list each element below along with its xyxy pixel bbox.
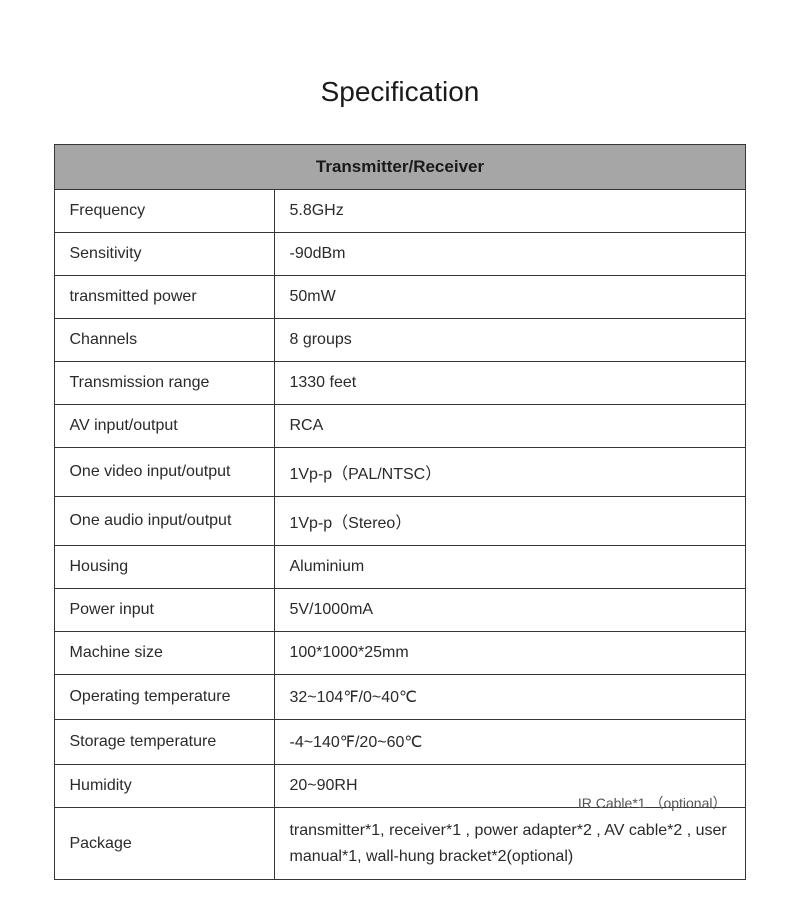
spec-value: 50mW — [275, 276, 745, 319]
table-row: Humidity20~90RHIR Cable*1 （optional） — [55, 765, 745, 808]
spec-value: 1Vp-p（PAL/NTSC） — [275, 448, 745, 497]
spec-value: 1330 feet — [275, 362, 745, 405]
spec-table: Transmitter/Receiver Frequency5.8GHzSens… — [54, 144, 745, 880]
spec-value: 100*1000*25mm — [275, 632, 745, 675]
table-row: Sensitivity-90dBm — [55, 233, 745, 276]
spec-value: RCA — [275, 405, 745, 448]
spec-label: transmitted power — [55, 276, 275, 319]
table-row: One video input/output1Vp-p（PAL/NTSC） — [55, 448, 745, 497]
spec-label: Power input — [55, 589, 275, 632]
spec-value: 8 groups — [275, 319, 745, 362]
spec-label: Humidity — [55, 765, 275, 808]
table-row: Storage temperature-4~140℉/20~60℃ — [55, 720, 745, 765]
spec-table-body: Frequency5.8GHzSensitivity-90dBmtransmit… — [55, 190, 745, 880]
spec-value: Aluminium — [275, 546, 745, 589]
spec-value: 5.8GHz — [275, 190, 745, 233]
spec-label: AV input/output — [55, 405, 275, 448]
spec-label: Operating temperature — [55, 675, 275, 720]
spec-label: Channels — [55, 319, 275, 362]
table-row: Transmission range1330 feet — [55, 362, 745, 405]
spec-label: Transmission range — [55, 362, 275, 405]
spec-label: Sensitivity — [55, 233, 275, 276]
spec-label: Storage temperature — [55, 720, 275, 765]
table-row: Machine size100*1000*25mm — [55, 632, 745, 675]
spec-value: 1Vp-p（Stereo） — [275, 497, 745, 546]
spec-label: Housing — [55, 546, 275, 589]
page-title: Specification — [0, 0, 800, 144]
spec-value: transmitter*1, receiver*1 , power adapte… — [275, 808, 745, 880]
table-row: HousingAluminium — [55, 546, 745, 589]
table-row: One audio input/output1Vp-p（Stereo） — [55, 497, 745, 546]
spec-value: 20~90RHIR Cable*1 （optional） — [275, 765, 745, 808]
spec-value: 5V/1000mA — [275, 589, 745, 632]
spec-label: Machine size — [55, 632, 275, 675]
table-row: AV input/outputRCA — [55, 405, 745, 448]
section-header: Transmitter/Receiver — [55, 145, 745, 190]
spec-label: Package — [55, 808, 275, 880]
table-row: Channels8 groups — [55, 319, 745, 362]
spec-label: One video input/output — [55, 448, 275, 497]
spec-value: -4~140℉/20~60℃ — [275, 720, 745, 765]
spec-value-text: 20~90RH — [289, 777, 357, 794]
table-row: Frequency5.8GHz — [55, 190, 745, 233]
spec-value: -90dBm — [275, 233, 745, 276]
table-row: Power input5V/1000mA — [55, 589, 745, 632]
spec-label: Frequency — [55, 190, 275, 233]
table-row: Operating temperature32~104℉/0~40℃ — [55, 675, 745, 720]
floating-note: IR Cable*1 （optional） — [578, 793, 727, 813]
table-row: Packagetransmitter*1, receiver*1 , power… — [55, 808, 745, 880]
spec-value: 32~104℉/0~40℃ — [275, 675, 745, 720]
table-row: transmitted power50mW — [55, 276, 745, 319]
spec-label: One audio input/output — [55, 497, 275, 546]
